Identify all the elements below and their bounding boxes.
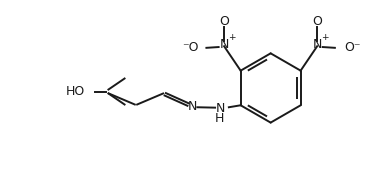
Text: O⁻: O⁻ bbox=[344, 41, 361, 53]
Text: N: N bbox=[220, 38, 229, 51]
Text: HO: HO bbox=[66, 85, 85, 98]
Text: N: N bbox=[215, 102, 225, 115]
Text: H: H bbox=[215, 112, 224, 125]
Text: +: + bbox=[321, 33, 329, 42]
Text: +: + bbox=[228, 33, 236, 42]
Text: O: O bbox=[219, 15, 229, 28]
Text: ⁻O: ⁻O bbox=[182, 41, 199, 53]
Text: N: N bbox=[312, 38, 322, 51]
Text: N: N bbox=[188, 100, 197, 113]
Text: O: O bbox=[312, 15, 322, 28]
